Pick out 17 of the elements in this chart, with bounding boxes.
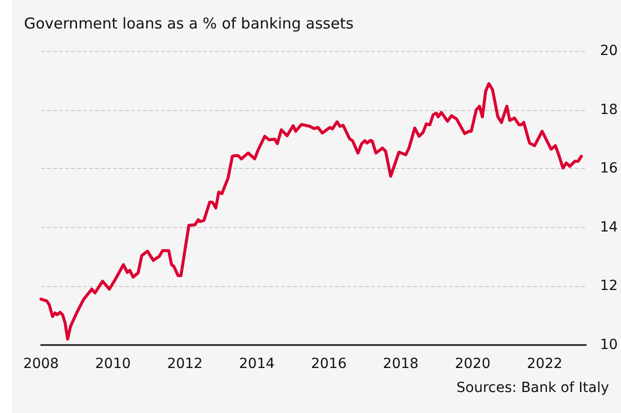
y-tick-label: 12: [600, 278, 618, 294]
x-tick-label: 2010: [95, 356, 131, 372]
x-tick-label: 2016: [310, 356, 347, 372]
source-note: Sources: Bank of Italy: [456, 380, 610, 396]
x-tick-label: 2018: [382, 356, 419, 372]
y-tick-label: 10: [600, 337, 618, 353]
x-tick-label: 2022: [526, 356, 562, 372]
x-tick-label: 2020: [454, 356, 491, 372]
chart-title: Government loans as a % of banking assets: [24, 14, 354, 32]
y-tick-label: 14: [600, 219, 618, 236]
x-tick-label: 2014: [239, 356, 275, 372]
y-tick-label: 20: [600, 43, 618, 59]
y-tick-label: 16: [600, 160, 618, 177]
y-tick-label: 18: [600, 102, 618, 118]
line-series: [40, 82, 583, 341]
x-tick-label: 2012: [167, 356, 203, 372]
x-tick-label: 2008: [23, 356, 59, 372]
